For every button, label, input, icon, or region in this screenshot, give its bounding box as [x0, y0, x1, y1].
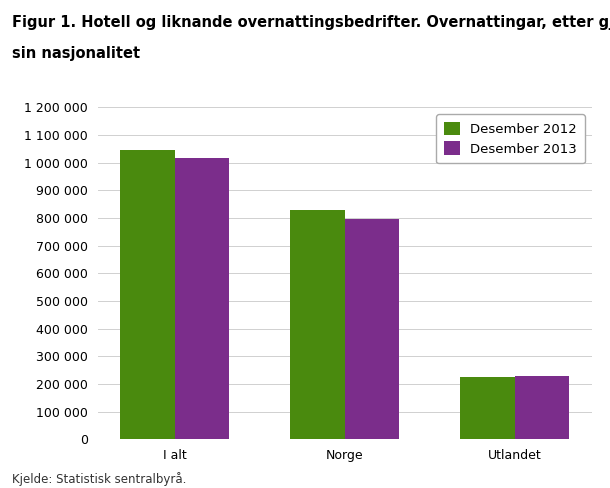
Legend: Desember 2012, Desember 2013: Desember 2012, Desember 2013 — [436, 114, 585, 163]
Text: Figur 1. Hotell og liknande overnattingsbedrifter. Overnattingar, etter gjestane: Figur 1. Hotell og liknande overnattings… — [12, 15, 610, 30]
Bar — [461, 377, 515, 439]
Text: sin nasjonalitet: sin nasjonalitet — [12, 46, 140, 61]
Bar — [174, 158, 229, 439]
Bar — [120, 150, 174, 439]
Bar — [515, 376, 569, 439]
Bar — [290, 210, 345, 439]
Text: Kjelde: Statistisk sentralbyrå.: Kjelde: Statistisk sentralbyrå. — [12, 471, 187, 486]
Bar — [345, 220, 399, 439]
